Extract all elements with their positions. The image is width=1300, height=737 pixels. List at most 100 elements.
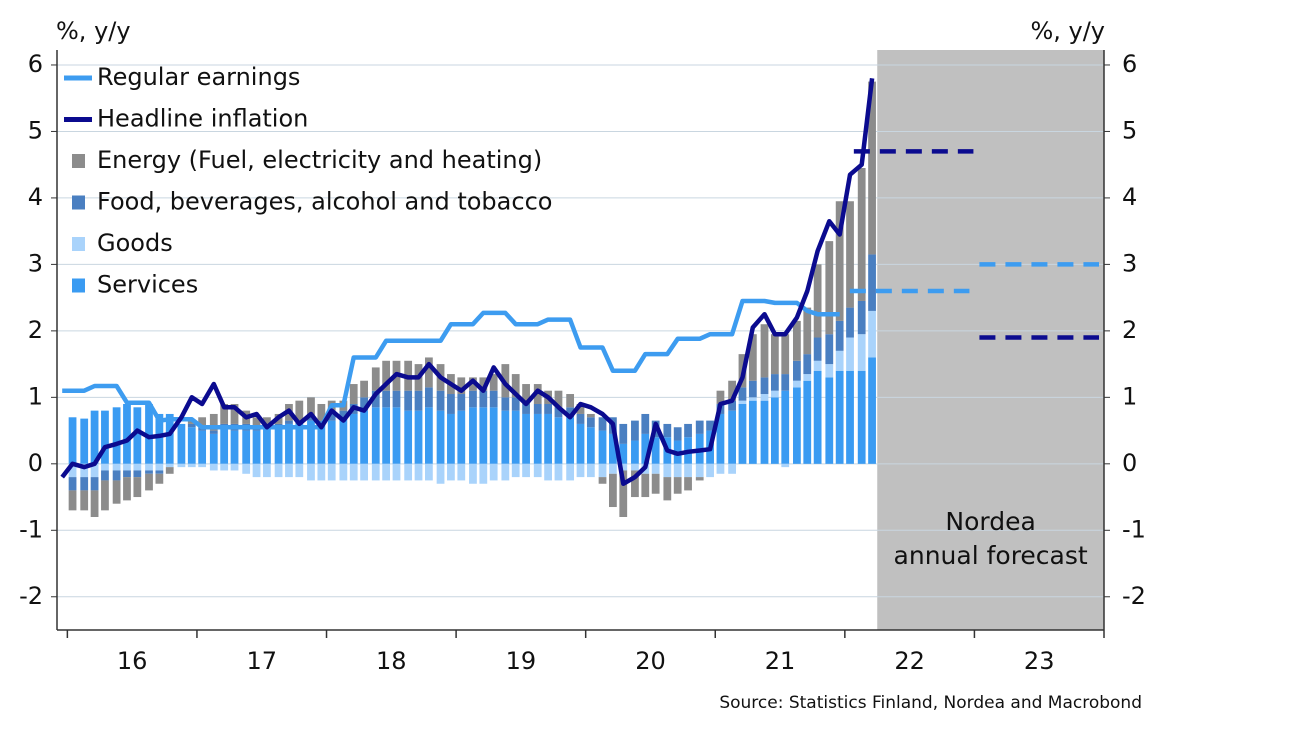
bar-segment [242, 463, 251, 474]
bar-segment [307, 397, 315, 418]
bar-segment [684, 477, 692, 491]
y-tick-label: 0 [28, 449, 43, 477]
bar-segment [123, 477, 131, 501]
legend-label: Headline inflation [97, 105, 308, 133]
bar-segment [165, 467, 174, 474]
bar-segment [760, 324, 769, 378]
bar-segment [651, 437, 660, 464]
bar-segment [554, 407, 563, 418]
bar-segment [145, 463, 153, 471]
bar-segment [619, 423, 628, 444]
bar-segment [339, 410, 348, 418]
bar-segment [576, 413, 585, 424]
bar-segment [382, 463, 391, 481]
bar-segment [868, 310, 876, 358]
bar-segment [123, 470, 131, 478]
bar-segment [436, 410, 445, 464]
bar-segment [327, 413, 336, 421]
bar-segment [404, 463, 413, 481]
bar-segment [835, 320, 844, 351]
bar-segment [187, 427, 196, 464]
bar-segment [566, 417, 575, 464]
bar-segment [544, 403, 552, 414]
bar-segment [846, 307, 854, 338]
bar-segment [80, 463, 89, 478]
bar-segment [825, 377, 834, 464]
bar-segment [554, 463, 563, 481]
bar-segment [133, 407, 142, 464]
y2-tick-label: -1 [1122, 515, 1146, 543]
forecast-shade [877, 50, 1104, 630]
bar-segment [598, 463, 607, 478]
bar-segment [469, 390, 477, 408]
bar-segment [781, 463, 790, 468]
bar-segment [447, 394, 455, 414]
bar-segment [371, 407, 380, 464]
bar-segment [522, 384, 530, 404]
bar-segment [371, 463, 380, 481]
line-series [62, 298, 840, 430]
forecast-annotation: Nordea [945, 507, 1035, 536]
bar-segment [716, 463, 725, 474]
bar-segment [425, 387, 433, 408]
bar-segment [263, 427, 271, 464]
bar-segment [554, 417, 563, 464]
bar-segment [307, 420, 315, 464]
bar-segment [371, 367, 380, 391]
bar-segment [155, 473, 164, 484]
bar-segment [781, 374, 790, 391]
bar-segment [641, 433, 650, 464]
bar-segment [781, 390, 790, 464]
y-tick-label: -2 [19, 582, 43, 610]
bar-segment [447, 463, 455, 481]
bar-segment [349, 413, 358, 464]
bar-segment [748, 397, 757, 401]
y-tick-label: 6 [28, 50, 43, 78]
bar-segment [728, 400, 736, 411]
bar-segment [489, 463, 498, 481]
bar-segment [576, 463, 585, 478]
bar-segment [857, 370, 866, 464]
y2-tick-label: 5 [1122, 116, 1137, 144]
bar-segment [68, 490, 77, 511]
bar-segment [133, 463, 142, 471]
bar-segment [511, 463, 520, 478]
legend-label: Food, beverages, alcohol and tobacco [97, 188, 552, 216]
bar-segment [198, 430, 207, 464]
y2-tick-label: 0 [1122, 449, 1137, 477]
bar-segment [544, 463, 552, 481]
bar-segment [813, 370, 822, 464]
bar-segment [447, 413, 455, 464]
bar-segment [274, 427, 283, 464]
bar-segment [80, 418, 89, 464]
bar-segment [813, 360, 822, 371]
bar-segment [242, 430, 251, 464]
x-tick-label: 19 [506, 647, 537, 675]
bar-segment [155, 463, 164, 471]
bar-segment [533, 463, 542, 478]
bar-segment [651, 473, 660, 494]
bar-segment [479, 463, 488, 484]
bar-segment [489, 390, 498, 408]
bar-segment [489, 407, 498, 464]
bar-segment [90, 477, 99, 491]
bar-segment [263, 417, 271, 424]
y2-tick-label: 2 [1122, 316, 1137, 344]
bar-segment [609, 463, 617, 474]
bar-segment [90, 410, 99, 464]
bar-segment [598, 477, 607, 484]
bar-segment [457, 394, 466, 411]
bar-segment [155, 413, 164, 464]
source: Source: Statistics Finland, Nordea and M… [719, 693, 1142, 713]
bar-segment [133, 477, 142, 498]
bar-segment [327, 463, 336, 481]
bar-segment [392, 407, 401, 464]
bar-segment [631, 463, 639, 471]
bar-segment [522, 463, 530, 478]
bar-segment [165, 463, 174, 468]
bar-segment [101, 470, 109, 481]
bar-segment [252, 430, 261, 464]
bar-segment [349, 384, 358, 404]
bar-segment [803, 307, 812, 355]
bar-segment [425, 357, 433, 388]
